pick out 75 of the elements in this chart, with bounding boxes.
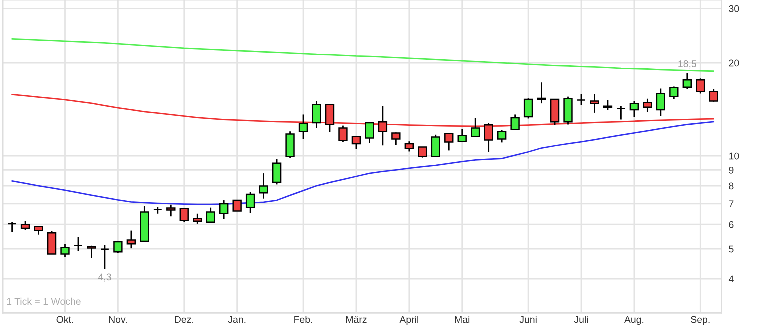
candlestick [378,106,388,146]
x-tick-label: Nov. [109,316,127,324]
x-tick-label: Okt. [56,316,74,324]
candlestick [8,222,17,234]
y-tick-label: 5 [729,246,734,253]
y-tick-label: 6 [729,221,734,228]
candlestick [497,130,507,144]
candlestick [220,200,229,220]
y-tick-label: 20 [729,60,740,67]
x-tick-label: Jan. [228,316,246,324]
x-tick-label: April [400,316,418,326]
y-tick-label: 9 [729,166,734,174]
candlestick [484,122,494,153]
y-tick-label: 30 [729,5,740,12]
candlestick [114,241,123,254]
candlestick [193,213,202,225]
candlestick [272,158,282,186]
candlestick [471,117,480,138]
candlestick [365,121,374,144]
candlestick [246,192,256,214]
candlestick [603,100,613,112]
candlestick [232,200,242,212]
candlestick [444,133,454,152]
x-tick-label: Aug. [624,316,644,326]
candlestick [510,114,520,131]
candlestick [537,82,546,104]
x-tick-label: Juni [520,316,537,324]
candlestick [458,128,467,143]
candlestick [298,114,308,140]
annotation: 1 Tick = 1 Woche [7,298,81,306]
x-tick-label: März [346,316,367,324]
y-tick-label: 8 [729,182,734,190]
y-tick-label: 10 [729,152,740,160]
candlestick [616,106,626,120]
y-tick-label: 7 [729,200,734,208]
candlestick [126,230,136,250]
candlestick [166,204,176,218]
x-tick-label: Juli [574,316,588,324]
candlestick [630,100,640,118]
candlestick [312,100,322,129]
candlestick [682,72,692,90]
candlestick [696,78,706,94]
candlestick [431,134,440,158]
candlestick [524,98,534,120]
candlestick [564,96,573,126]
candlestick [259,172,268,200]
x-tick-label: Sep. [691,316,710,326]
candlestick [60,244,70,258]
candlestick [206,207,216,224]
y-tick-label: 4 [728,276,734,283]
x-tick-label: Feb. [294,316,312,324]
candlestick [180,208,189,224]
candlestick [325,104,335,134]
candlestick [404,140,414,152]
candlestick [418,146,428,159]
candlestick [352,135,362,150]
candlestick [74,236,84,252]
annotation: 18,5 [678,60,696,69]
candlestick [338,125,348,144]
candlestick [590,94,600,114]
line-series [12,38,715,72]
candlestick [576,94,586,106]
candlestick [643,98,652,113]
candlestick [392,132,401,146]
candlestick [47,230,57,255]
candlestick [670,86,679,100]
candlestick [87,245,96,259]
x-tick-label: Mai [455,316,470,324]
candlestick [550,98,560,126]
candlestick [656,88,666,118]
candlestick [709,88,718,103]
annotation: 4,3 [98,274,112,282]
candlestick [100,244,110,270]
x-tick-label: Dez. [175,316,194,324]
candlestick [286,130,295,160]
